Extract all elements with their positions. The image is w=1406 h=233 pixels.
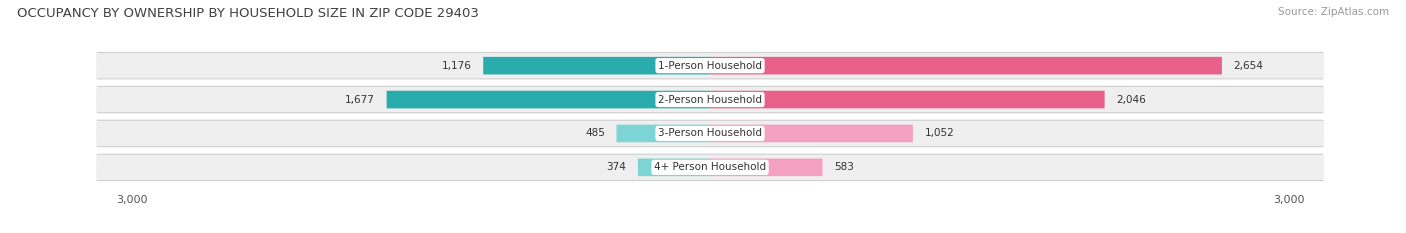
Text: 3-Person Household: 3-Person Household	[658, 128, 762, 138]
Text: 1,176: 1,176	[441, 61, 471, 71]
FancyBboxPatch shape	[97, 120, 1323, 147]
FancyBboxPatch shape	[484, 57, 710, 75]
FancyBboxPatch shape	[710, 158, 823, 176]
FancyBboxPatch shape	[616, 125, 710, 142]
Text: 485: 485	[585, 128, 605, 138]
Text: 2,046: 2,046	[1116, 95, 1146, 105]
FancyBboxPatch shape	[97, 86, 1323, 113]
Text: Source: ZipAtlas.com: Source: ZipAtlas.com	[1278, 7, 1389, 17]
Text: 583: 583	[834, 162, 853, 172]
Text: 1-Person Household: 1-Person Household	[658, 61, 762, 71]
Text: OCCUPANCY BY OWNERSHIP BY HOUSEHOLD SIZE IN ZIP CODE 29403: OCCUPANCY BY OWNERSHIP BY HOUSEHOLD SIZE…	[17, 7, 479, 20]
Text: 4+ Person Household: 4+ Person Household	[654, 162, 766, 172]
FancyBboxPatch shape	[710, 91, 1105, 108]
FancyBboxPatch shape	[97, 52, 1323, 79]
FancyBboxPatch shape	[97, 155, 1323, 180]
Text: 2-Person Household: 2-Person Household	[658, 95, 762, 105]
FancyBboxPatch shape	[97, 121, 1323, 146]
Text: 2,654: 2,654	[1233, 61, 1264, 71]
FancyBboxPatch shape	[97, 53, 1323, 78]
FancyBboxPatch shape	[710, 125, 912, 142]
Text: 1,052: 1,052	[925, 128, 955, 138]
FancyBboxPatch shape	[97, 154, 1323, 181]
FancyBboxPatch shape	[97, 87, 1323, 112]
Text: 374: 374	[606, 162, 626, 172]
Text: 1,677: 1,677	[344, 95, 375, 105]
FancyBboxPatch shape	[710, 57, 1222, 75]
FancyBboxPatch shape	[387, 91, 710, 108]
FancyBboxPatch shape	[638, 158, 710, 176]
